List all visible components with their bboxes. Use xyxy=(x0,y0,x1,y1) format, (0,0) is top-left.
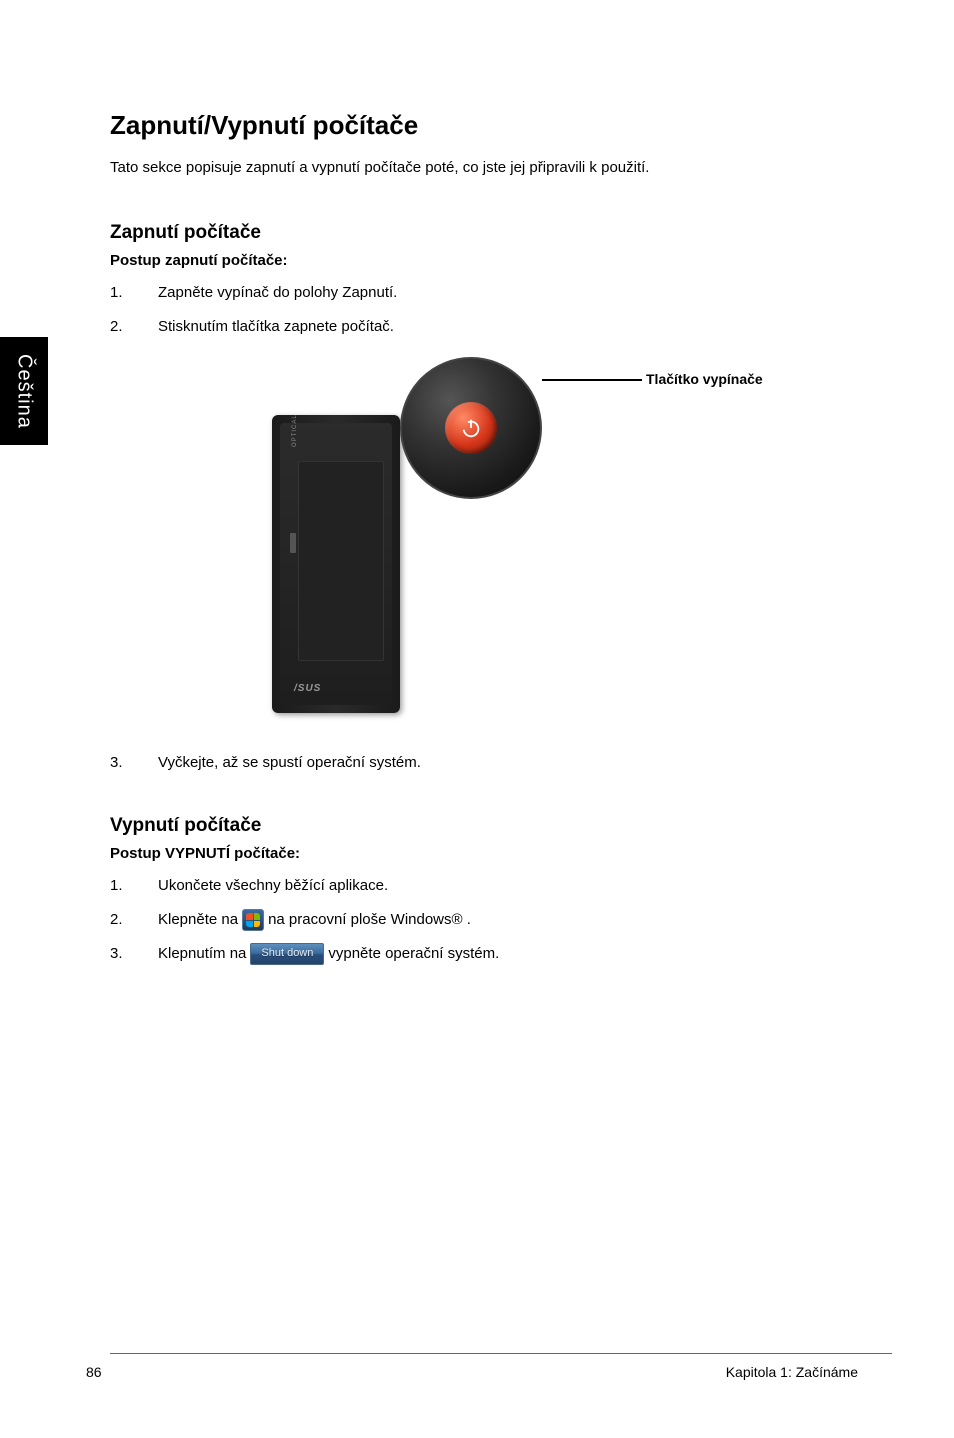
zoom-detail-circle xyxy=(400,357,542,499)
list-item: 1. Ukončete všechny běžící aplikace. xyxy=(110,874,870,898)
step-text: Ukončete všechny běžící aplikace. xyxy=(158,874,388,898)
step-number: 1. xyxy=(110,874,158,898)
list-item: 3. Klepnutím na Shut down vypněte operač… xyxy=(110,942,870,966)
front-panel-area xyxy=(298,461,384,661)
power-button-illustration xyxy=(445,402,497,454)
power-off-heading: Vypnutí počítače xyxy=(110,815,870,837)
step-number: 3. xyxy=(110,942,158,966)
list-item: 3. Vyčkejte, až se spustí operační systé… xyxy=(110,751,870,775)
optical-drive-label: OPTICAL xyxy=(292,414,298,447)
callout-leader-line xyxy=(542,379,642,381)
page-title: Zapnutí/Vypnutí počítače xyxy=(110,110,870,141)
power-off-steps: 1. Ukončete všechny běžící aplikace. 2. … xyxy=(110,874,870,966)
step-number: 1. xyxy=(110,281,158,305)
chapter-label: Kapitola 1: Začínáme xyxy=(726,1364,858,1380)
step-text: Vyčkejte, až se spustí operační systém. xyxy=(158,751,421,775)
step-number: 2. xyxy=(110,315,158,339)
language-tab: Čeština xyxy=(0,337,48,445)
power-on-steps: 1. Zapněte vypínač do polohy Zapnutí. 2.… xyxy=(110,281,870,339)
step-text: Stisknutím tlačítka zapnete počítač. xyxy=(158,315,394,339)
footer-row: 86 Kapitola 1: Začínáme xyxy=(86,1364,864,1380)
list-item: 1. Zapněte vypínač do polohy Zapnutí. xyxy=(110,281,870,305)
list-item: 2. Stisknutím tlačítka zapnete počítač. xyxy=(110,315,870,339)
asus-logo: /SUS xyxy=(294,683,342,695)
step-text-wrap: Klepnutím na Shut down vypněte operační … xyxy=(158,942,499,966)
power-off-procedure-label: Postup VYPNUTÍ počítače: xyxy=(110,845,870,862)
power-on-procedure-label: Postup zapnutí počítače: xyxy=(110,252,870,269)
footer-divider xyxy=(110,1353,892,1354)
step-text-pre: Klepnutím na xyxy=(158,942,246,966)
page-number: 86 xyxy=(86,1364,102,1380)
pc-tower-illustration: OPTICAL /SUS xyxy=(272,415,400,713)
page-footer: 86 Kapitola 1: Začínáme xyxy=(0,1353,954,1380)
list-item: 2. Klepněte na na pracovní ploše Windows… xyxy=(110,908,870,932)
step-text-pre: Klepněte na xyxy=(158,908,238,932)
tower-front-panel: OPTICAL /SUS xyxy=(280,423,392,705)
optical-slot xyxy=(290,533,296,553)
start-menu-icon xyxy=(242,909,264,931)
power-icon xyxy=(460,417,482,439)
shutdown-button-image: Shut down xyxy=(250,943,324,965)
step-text: Zapněte vypínač do polohy Zapnutí. xyxy=(158,281,397,305)
windows-logo-icon xyxy=(246,913,260,927)
step-number: 2. xyxy=(110,908,158,932)
power-off-section: Vypnutí počítače Postup VYPNUTÍ počítače… xyxy=(110,815,870,966)
step-text-post: na pracovní ploše Windows® . xyxy=(268,908,471,932)
power-on-heading: Zapnutí počítače xyxy=(110,222,870,244)
intro-paragraph: Tato sekce popisuje zapnutí a vypnutí po… xyxy=(110,157,870,178)
step-number: 3. xyxy=(110,751,158,775)
power-button-figure: OPTICAL /SUS Tlačítko vypínače xyxy=(110,357,870,727)
language-tab-label: Čeština xyxy=(13,354,36,429)
step-text-wrap: Klepněte na na pracovní ploše Windows® . xyxy=(158,908,471,932)
power-button-callout-label: Tlačítko vypínače xyxy=(646,371,763,387)
page-content: Zapnutí/Vypnutí počítače Tato sekce popi… xyxy=(110,110,870,976)
step-text-post: vypněte operační systém. xyxy=(328,942,499,966)
power-on-step3-list: 3. Vyčkejte, až se spustí operační systé… xyxy=(110,751,870,775)
